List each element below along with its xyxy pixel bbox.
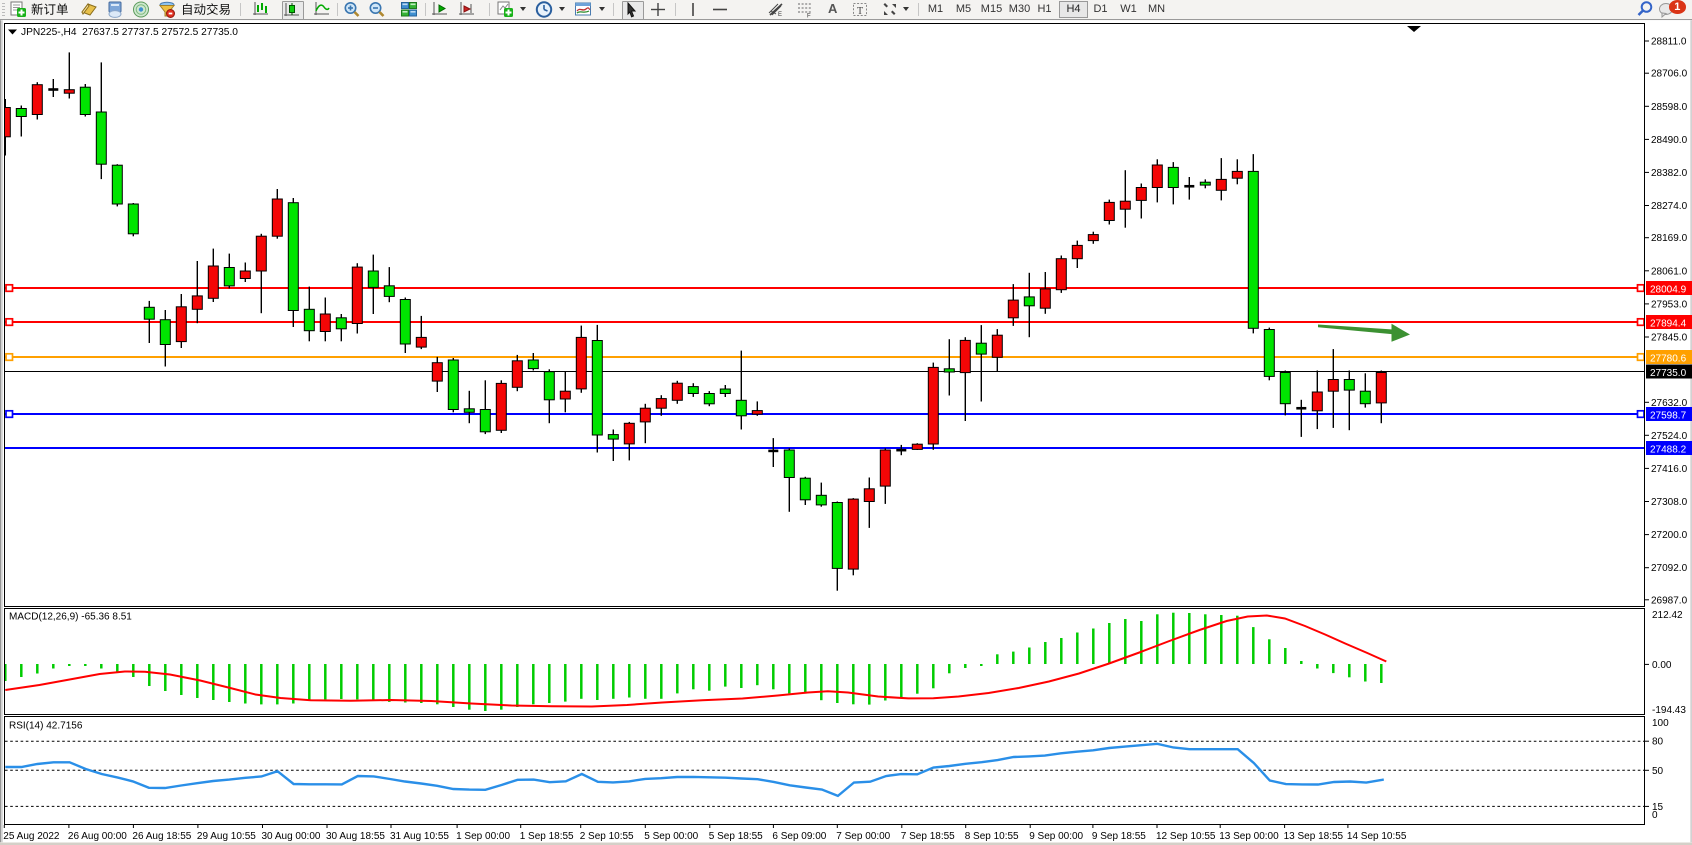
- svg-text:27200.0: 27200.0: [1651, 530, 1688, 541]
- svg-text:80: 80: [1652, 737, 1664, 748]
- svg-text:12 Sep 10:55: 12 Sep 10:55: [1156, 831, 1216, 842]
- svg-text:28004.9: 28004.9: [1650, 285, 1687, 296]
- svg-text:27780.6: 27780.6: [1650, 354, 1687, 365]
- svg-text:26 Aug 00:00: 26 Aug 00:00: [68, 831, 127, 842]
- svg-text:27735.0: 27735.0: [1650, 368, 1687, 379]
- svg-text:27308.0: 27308.0: [1651, 497, 1688, 508]
- svg-text:E: E: [778, 12, 782, 18]
- svg-text:27845.0: 27845.0: [1651, 333, 1688, 344]
- svg-text:28598.0: 28598.0: [1651, 102, 1688, 113]
- svg-text:27894.4: 27894.4: [1650, 319, 1687, 330]
- svg-text:9 Sep 18:55: 9 Sep 18:55: [1092, 831, 1146, 842]
- svg-text:28061.0: 28061.0: [1651, 266, 1688, 277]
- svg-text:26 Aug 18:55: 26 Aug 18:55: [132, 831, 191, 842]
- svg-text:30 Aug 18:55: 30 Aug 18:55: [326, 831, 385, 842]
- svg-text:30 Aug 00:00: 30 Aug 00:00: [262, 831, 321, 842]
- svg-text:27416.0: 27416.0: [1651, 464, 1688, 475]
- svg-text:F: F: [807, 14, 811, 19]
- svg-text:27598.7: 27598.7: [1650, 411, 1687, 422]
- svg-text:28382.0: 28382.0: [1651, 168, 1688, 179]
- svg-text:100: 100: [1652, 718, 1669, 729]
- svg-text:6 Sep 09:00: 6 Sep 09:00: [772, 831, 826, 842]
- svg-text:28490.0: 28490.0: [1651, 135, 1688, 146]
- svg-text:28811.0: 28811.0: [1651, 37, 1687, 48]
- svg-text:27524.0: 27524.0: [1651, 431, 1688, 442]
- svg-text:29 Aug 10:55: 29 Aug 10:55: [197, 831, 256, 842]
- svg-text:1 Sep 00:00: 1 Sep 00:00: [456, 831, 510, 842]
- svg-text:8 Sep 10:55: 8 Sep 10:55: [965, 831, 1019, 842]
- svg-text:5 Sep 00:00: 5 Sep 00:00: [644, 831, 698, 842]
- svg-text:212.42: 212.42: [1652, 610, 1683, 621]
- svg-text:JPN225-,H4 27637.5 27737.5 27: JPN225-,H4 27637.5 27737.5 27572.5 27735…: [21, 27, 238, 38]
- svg-text:27953.0: 27953.0: [1651, 299, 1688, 310]
- svg-text:-194.43: -194.43: [1652, 705, 1686, 716]
- svg-text:26987.0: 26987.0: [1651, 595, 1688, 606]
- svg-text:7 Sep 18:55: 7 Sep 18:55: [901, 831, 955, 842]
- svg-text:RSI(14) 42.7156: RSI(14) 42.7156: [9, 721, 83, 732]
- svg-text:T: T: [857, 6, 863, 17]
- svg-text:0.00: 0.00: [1652, 660, 1672, 671]
- svg-text:15: 15: [1652, 802, 1664, 813]
- svg-text:13 Sep 18:55: 13 Sep 18:55: [1284, 831, 1344, 842]
- svg-text:7 Sep 00:00: 7 Sep 00:00: [836, 831, 890, 842]
- svg-text:13 Sep 00:00: 13 Sep 00:00: [1219, 831, 1279, 842]
- svg-text:9 Sep 00:00: 9 Sep 00:00: [1029, 831, 1083, 842]
- svg-text:28169.0: 28169.0: [1651, 233, 1688, 244]
- svg-text:28706.0: 28706.0: [1651, 69, 1688, 80]
- svg-text:0: 0: [1652, 810, 1658, 821]
- svg-text:1 Sep 18:55: 1 Sep 18:55: [520, 831, 574, 842]
- svg-text:28274.0: 28274.0: [1651, 201, 1688, 212]
- svg-text:27092.0: 27092.0: [1651, 563, 1688, 574]
- svg-text:27488.2: 27488.2: [1650, 445, 1687, 456]
- svg-text:50: 50: [1652, 766, 1664, 777]
- svg-text:31 Aug 10:55: 31 Aug 10:55: [390, 831, 449, 842]
- svg-text:27632.0: 27632.0: [1651, 398, 1688, 409]
- svg-text:2 Sep 10:55: 2 Sep 10:55: [580, 831, 634, 842]
- svg-text:MACD(12,26,9) -65.36 8.51: MACD(12,26,9) -65.36 8.51: [9, 612, 132, 623]
- svg-text:25 Aug 2022: 25 Aug 2022: [3, 831, 60, 842]
- svg-text:5 Sep 18:55: 5 Sep 18:55: [709, 831, 763, 842]
- svg-text:14 Sep 10:55: 14 Sep 10:55: [1347, 831, 1407, 842]
